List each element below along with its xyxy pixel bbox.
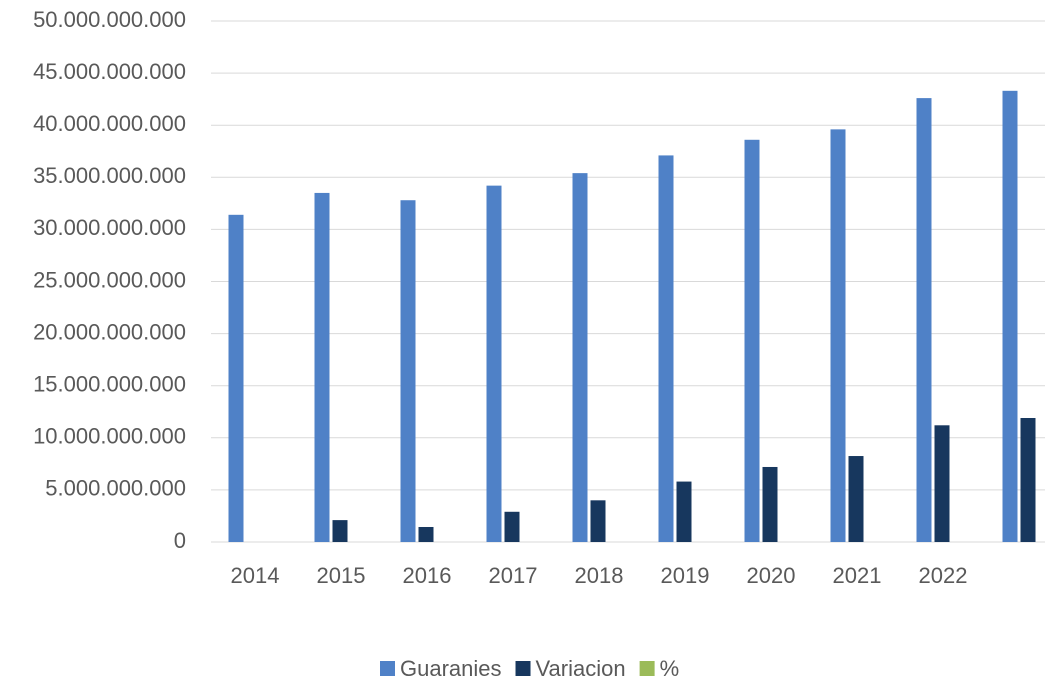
y-tick-label: 20.000.000.000 [33, 319, 186, 344]
y-tick-label: 40.000.000.000 [33, 111, 186, 136]
bar [332, 520, 348, 542]
x-tick-label: 2020 [747, 563, 796, 588]
bar [848, 456, 864, 542]
x-tick-label: 2016 [403, 563, 452, 588]
x-tick-label: 2014 [231, 563, 280, 588]
bar [228, 214, 244, 542]
x-tick-label: 2022 [919, 563, 968, 588]
y-tick-label: 15.000.000.000 [33, 372, 186, 397]
legend-swatch [515, 661, 531, 676]
y-tick-label: 10.000.000.000 [33, 424, 186, 449]
x-tick-label: 2017 [489, 563, 538, 588]
bar [1020, 418, 1036, 542]
legend-label: Guaranies [400, 656, 502, 681]
bar [590, 500, 606, 542]
bar [658, 155, 674, 542]
bar [314, 192, 330, 542]
bar [676, 481, 692, 542]
y-tick-label: 35.000.000.000 [33, 163, 186, 188]
bar [762, 466, 778, 542]
bar [504, 511, 520, 542]
legend-swatch [380, 661, 395, 676]
y-tick-label: 45.000.000.000 [33, 59, 186, 84]
y-tick-label: 25.000.000.000 [33, 267, 186, 292]
legend-swatch [639, 661, 655, 676]
bar [744, 139, 760, 542]
legend-label: Variacion [536, 656, 626, 681]
y-tick-label: 5.000.000.000 [45, 476, 186, 501]
bar [486, 185, 502, 543]
bar [916, 98, 932, 542]
x-tick-label: 2015 [317, 563, 366, 588]
bar [400, 200, 416, 542]
x-tick-label: 2021 [833, 563, 882, 588]
y-tick-label: 0 [174, 528, 186, 553]
bar [934, 425, 950, 542]
bar [830, 129, 846, 543]
x-tick-label: 2019 [661, 563, 710, 588]
bar [1002, 90, 1018, 543]
x-tick-label: 2018 [575, 563, 624, 588]
y-tick-label: 50.000.000.000 [33, 7, 186, 32]
y-tick-label: 30.000.000.000 [33, 215, 186, 240]
legend-label: % [660, 656, 680, 681]
bar [418, 526, 434, 542]
bar [572, 173, 588, 542]
